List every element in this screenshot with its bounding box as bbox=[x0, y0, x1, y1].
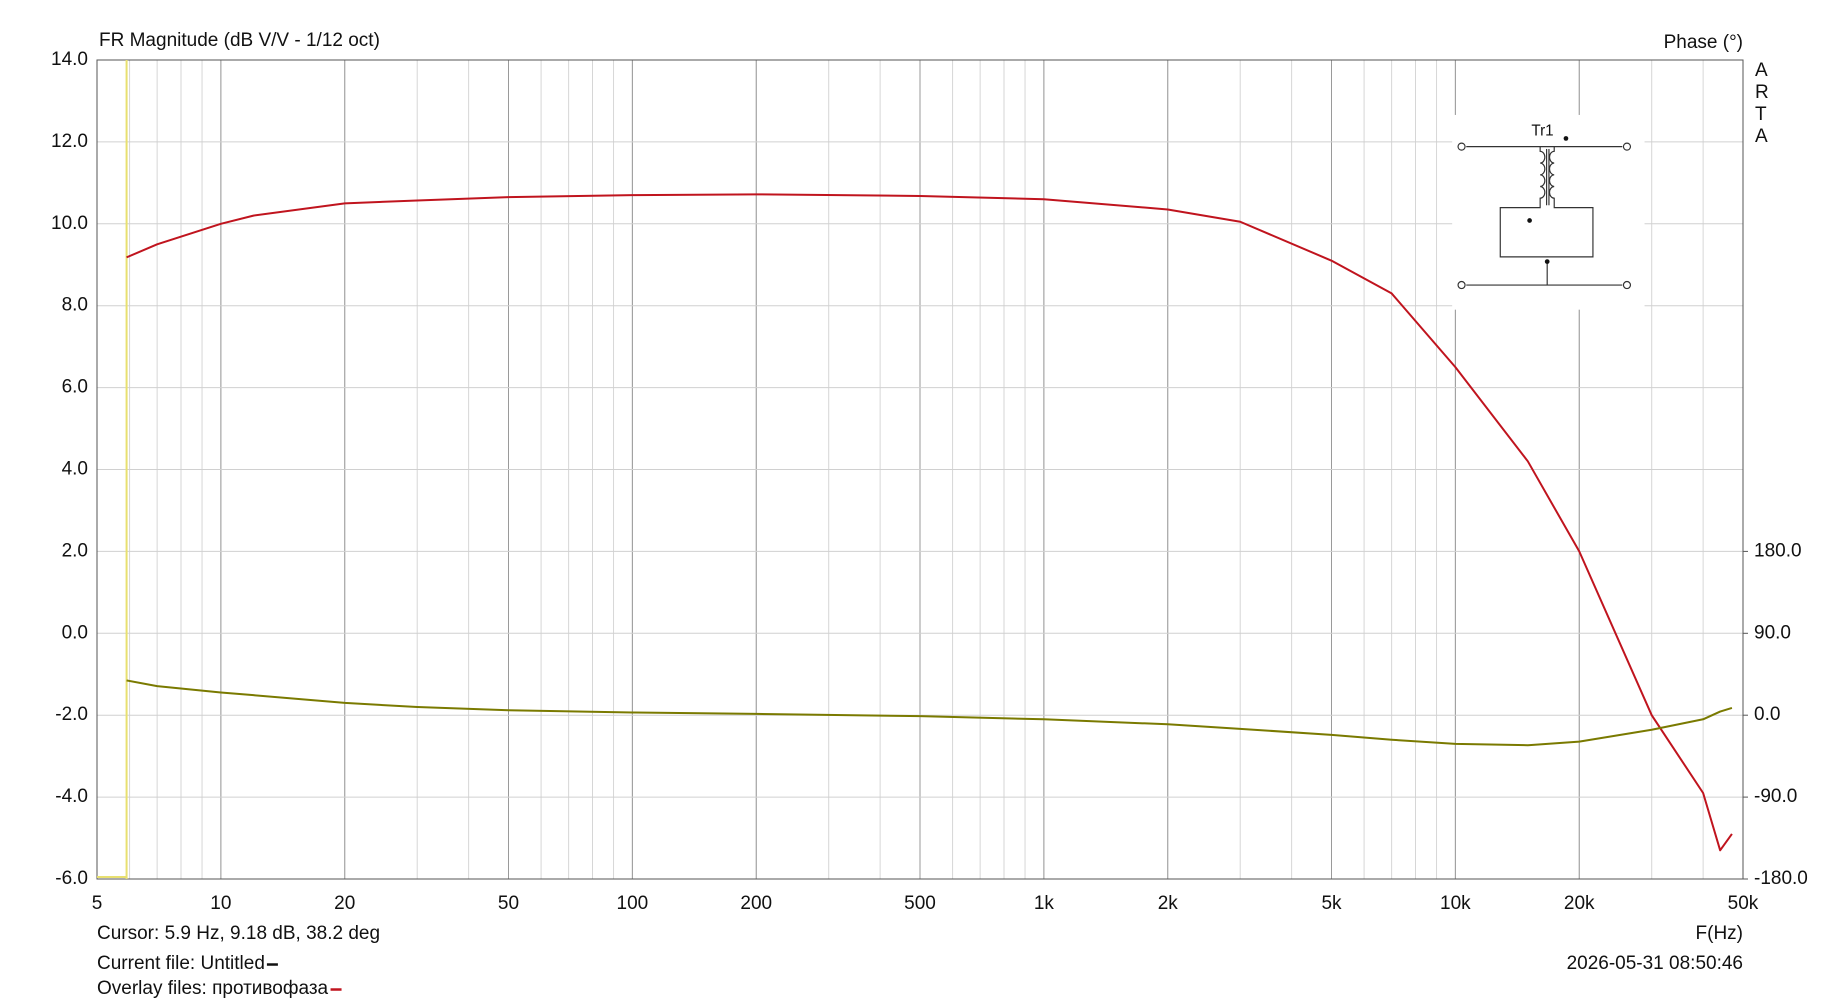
x-tick-label: 20k bbox=[1564, 893, 1595, 914]
schematic-bg bbox=[1452, 114, 1645, 310]
y-tick-label: 0.0 bbox=[62, 622, 88, 643]
chart-title: FR Magnitude (dB V/V - 1/12 oct) bbox=[99, 30, 380, 51]
y-tick-label: 14.0 bbox=[51, 49, 88, 70]
plot-frame bbox=[96, 59, 1744, 880]
x-axis-title: F(Hz) bbox=[1696, 923, 1743, 944]
x-tick-label: 1k bbox=[1034, 893, 1055, 914]
schematic-wires bbox=[1457, 142, 1632, 290]
timestamp: 2026-05-31 08:50:46 bbox=[1567, 953, 1743, 974]
current-file: Current file: Untitled bbox=[97, 953, 265, 974]
x-tick-label: 50 bbox=[498, 893, 519, 914]
overlay-files: Overlay files: противофаза bbox=[97, 978, 329, 999]
y2-tick-label: -90.0 bbox=[1754, 786, 1797, 807]
schematic-dot bbox=[1527, 218, 1532, 223]
schematic-label: Tr1 bbox=[1531, 122, 1553, 139]
x-tick-label: 10k bbox=[1440, 893, 1471, 914]
y-tick-label: -2.0 bbox=[55, 704, 88, 725]
x-tick-label: 50k bbox=[1728, 893, 1759, 914]
series-line bbox=[126, 193, 1733, 852]
y-tick-label: 4.0 bbox=[62, 459, 88, 480]
x-tick-label: 5 bbox=[92, 893, 103, 914]
x-tick-label: 5k bbox=[1321, 893, 1342, 914]
x-tick-label: 10 bbox=[210, 893, 231, 914]
cursor-readout: Cursor: 5.9 Hz, 9.18 dB, 38.2 deg bbox=[97, 923, 380, 944]
brand-letter: A bbox=[1755, 60, 1768, 81]
y-tick-label: 12.0 bbox=[51, 131, 88, 152]
x-tick-label: 20 bbox=[334, 893, 355, 914]
brand-letter: T bbox=[1755, 104, 1767, 125]
series-line bbox=[126, 679, 1733, 747]
y-tick-label: -6.0 bbox=[55, 868, 88, 889]
y-tick-label: 8.0 bbox=[62, 295, 88, 316]
x-tick-label: 2k bbox=[1158, 893, 1179, 914]
brand-letter: A bbox=[1755, 126, 1768, 147]
y2-axis-title: Phase (°) bbox=[1664, 32, 1743, 53]
y-tick-label: -4.0 bbox=[55, 786, 88, 807]
x-tick-label: 500 bbox=[904, 893, 936, 914]
schematic-dot bbox=[1563, 136, 1569, 141]
schematic-dot bbox=[1544, 259, 1550, 264]
schematic: Tr1 bbox=[1452, 114, 1645, 310]
y2-tick-label: 180.0 bbox=[1754, 540, 1802, 561]
y2-tick-label: 90.0 bbox=[1754, 622, 1791, 643]
x-tick-label: 100 bbox=[617, 893, 649, 914]
y-tick-label: 2.0 bbox=[62, 540, 88, 561]
y-tick-label: 6.0 bbox=[62, 377, 88, 398]
y2-tick-label: 0.0 bbox=[1754, 704, 1780, 725]
plot-marks bbox=[97, 60, 1748, 880]
y2-tick-label: -180.0 bbox=[1754, 868, 1808, 889]
brand-letter: R bbox=[1755, 82, 1769, 103]
x-tick-label: 200 bbox=[740, 893, 772, 914]
y-tick-label: 10.0 bbox=[51, 213, 88, 234]
